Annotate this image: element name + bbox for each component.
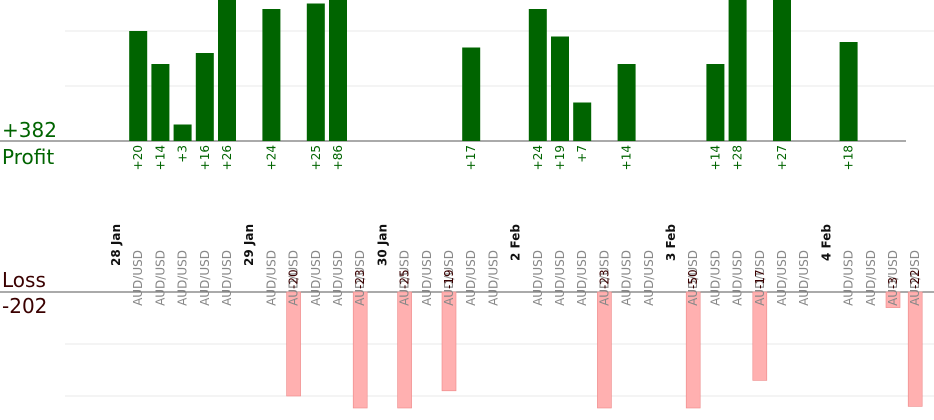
- profit-bar: [551, 36, 569, 141]
- pair-label: AUD/USD: [153, 250, 167, 306]
- loss-bar: [752, 291, 768, 381]
- profit-bar: [218, 0, 236, 141]
- profit-bar: [573, 102, 592, 141]
- pair-label: AUD/USD: [886, 250, 900, 306]
- loss-bar: [907, 291, 923, 407]
- date-label: 29 Jan: [242, 224, 256, 266]
- profit-value-label: +24: [264, 145, 278, 170]
- profit-bar: [617, 64, 636, 141]
- pair-label: AUD/USD: [464, 250, 478, 306]
- profit-value-label: +18: [842, 145, 856, 170]
- profit-value-label: +20: [131, 145, 145, 170]
- pair-label: AUD/USD: [420, 250, 434, 306]
- pair-label: AUD/USD: [198, 250, 212, 306]
- pair-label: AUD/USD: [620, 250, 634, 306]
- loss-bar: [885, 291, 901, 308]
- loss-value-label: -22: [908, 269, 922, 289]
- loss-value-label: -25: [398, 269, 412, 289]
- profit-value-label: +14: [620, 145, 634, 170]
- profit-bar: [706, 64, 725, 141]
- profit-value-label: +19: [553, 145, 567, 170]
- profit-bar: [195, 53, 214, 141]
- pair-label: AUD/USD: [220, 250, 234, 306]
- pair-label: AUD/USD: [753, 250, 767, 306]
- profit-value-label: +17: [464, 145, 478, 170]
- profit-bar: [329, 0, 347, 141]
- loss-label: Loss: [2, 268, 46, 292]
- profit-bar: [262, 9, 281, 141]
- pair-label: AUD/USD: [398, 250, 412, 306]
- loss-total: -202: [2, 294, 47, 318]
- profit-bar: [129, 31, 148, 141]
- profit-bar: [462, 47, 481, 141]
- pair-label: AUD/USD: [575, 250, 589, 306]
- pair-label: AUD/USD: [553, 250, 567, 306]
- profit-value-label: +16: [198, 145, 212, 170]
- loss-bar: [286, 291, 301, 397]
- pair-label: AUD/USD: [309, 250, 323, 306]
- pair-label: AUD/USD: [287, 250, 301, 306]
- pair-label: AUD/USD: [686, 250, 700, 306]
- pair-label: AUD/USD: [642, 250, 656, 306]
- pair-label: AUD/USD: [708, 250, 722, 306]
- pair-label: AUD/USD: [486, 250, 500, 306]
- profit-value-label: +7: [575, 145, 589, 163]
- profit-label: Profit: [2, 145, 54, 169]
- loss-bar: [397, 291, 412, 409]
- loss-bar: [597, 291, 612, 409]
- pair-label: AUD/USD: [731, 250, 745, 306]
- loss-bar: [352, 291, 368, 409]
- date-label: 28 Jan: [109, 224, 123, 266]
- profit-bar: [528, 9, 547, 141]
- loss-bar: [441, 291, 457, 392]
- date-label: 4 Feb: [819, 224, 833, 261]
- pair-label: AUD/USD: [908, 250, 922, 306]
- profit-value-label: +25: [309, 145, 323, 170]
- loss-value-label: -23: [597, 269, 611, 289]
- profit-bar: [728, 0, 747, 141]
- loss-value-label: -3: [886, 277, 900, 289]
- pair-label: AUD/USD: [842, 250, 856, 306]
- profit-value-label: +26: [220, 145, 234, 170]
- loss-value-label: -50: [686, 269, 700, 289]
- pair-label: AUD/USD: [442, 250, 456, 306]
- pair-label: AUD/USD: [797, 250, 811, 306]
- profit-bar: [306, 3, 325, 141]
- pair-label: AUD/USD: [775, 250, 789, 306]
- profit-value-label: +14: [153, 145, 167, 170]
- profit-value-label: +3: [176, 145, 190, 163]
- loss-value-label: -17: [753, 269, 767, 289]
- profit-value-label: +28: [731, 145, 745, 170]
- profit-value-label: +86: [331, 145, 345, 170]
- loss-value-label: -20: [287, 269, 301, 289]
- profit-bar: [151, 64, 170, 141]
- pair-label: AUD/USD: [331, 250, 345, 306]
- loss-bar: [685, 291, 701, 409]
- profit-value-label: +14: [708, 145, 722, 170]
- pair-label: AUD/USD: [264, 250, 278, 306]
- profit-value-label: +27: [775, 145, 789, 170]
- profit-total: +382: [2, 118, 57, 142]
- loss-value-label: -19: [442, 269, 456, 289]
- pair-label: AUD/USD: [531, 250, 545, 306]
- date-label: 30 Jan: [375, 224, 389, 266]
- pair-label: AUD/USD: [131, 250, 145, 306]
- pair-label: AUD/USD: [176, 250, 190, 306]
- pair-label: AUD/USD: [864, 250, 878, 306]
- date-label: 2 Feb: [509, 224, 523, 261]
- profit-value-label: +24: [531, 145, 545, 170]
- pair-label: AUD/USD: [353, 250, 367, 306]
- profit-bar: [173, 124, 192, 141]
- date-label: 3 Feb: [664, 224, 678, 261]
- profit-bar: [773, 0, 791, 141]
- pair-label: AUD/USD: [597, 250, 611, 306]
- profit-bar: [839, 42, 858, 141]
- loss-value-label: -23: [353, 269, 367, 289]
